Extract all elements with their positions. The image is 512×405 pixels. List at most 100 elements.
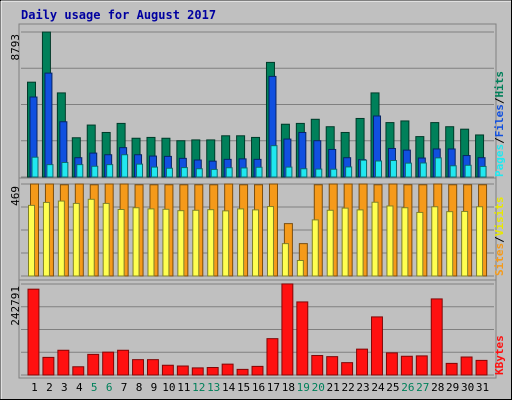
bar-pages-day-4 [76, 164, 84, 178]
bar-pages-day-22 [345, 166, 353, 178]
x-tick-label-day-17: 17 [267, 381, 280, 394]
bar-sites-day-4 [72, 202, 80, 277]
bar-pages-day-9 [150, 166, 158, 178]
bar-sites-day-25 [386, 205, 394, 277]
legend-hits: Hits [493, 71, 506, 98]
x-tick-label-day-30: 30 [461, 381, 474, 394]
bar-pages-day-6 [106, 164, 114, 178]
legend-kbytes: KBytes [493, 335, 506, 375]
bar-kbytes-day-26 [400, 355, 413, 376]
legend-visits: Visits [493, 197, 506, 237]
bar-sites-day-15 [237, 208, 245, 277]
bar-pages-day-20 [315, 168, 323, 178]
bar-kbytes-day-16 [251, 365, 264, 376]
bar-kbytes-day-6 [102, 351, 115, 376]
bar-kbytes-day-18 [281, 283, 294, 376]
bar-kbytes-day-13 [206, 367, 219, 376]
x-tick-label-day-31: 31 [476, 381, 489, 394]
bar-kbytes-day-9 [146, 359, 159, 376]
x-tick-label-day-24: 24 [371, 381, 385, 394]
x-tick-label-day-10: 10 [162, 381, 175, 394]
bar-pages-day-28 [434, 157, 442, 178]
x-tick-label-day-5: 5 [91, 381, 98, 394]
bar-pages-day-12 [195, 168, 203, 178]
x-tick-label-day-26: 26 [401, 381, 414, 394]
bar-pages-day-26 [404, 162, 412, 178]
bar-pages-day-25 [389, 160, 397, 178]
bar-sites-day-21 [326, 209, 334, 277]
bar-pages-day-31 [479, 165, 487, 178]
bar-pages-day-30 [464, 164, 472, 178]
bar-sites-day-31 [476, 206, 484, 277]
bar-pages-day-3 [61, 161, 69, 178]
bar-sites-day-11 [177, 210, 185, 277]
x-tick-label-day-22: 22 [341, 381, 354, 394]
panel-3-legend: KBytes [493, 335, 506, 375]
x-tick-label-day-27: 27 [416, 381, 429, 394]
bar-kbytes-day-1 [27, 288, 40, 376]
bar-pages-day-8 [136, 163, 144, 178]
x-tick-label-day-16: 16 [252, 381, 265, 394]
bar-pages-day-19 [300, 168, 308, 178]
legend-sites: Sites [493, 243, 506, 276]
x-tick-label-day-19: 19 [297, 381, 310, 394]
bar-sites-day-3 [57, 200, 65, 277]
x-tick-label-day-28: 28 [431, 381, 444, 394]
x-tick-label-day-29: 29 [446, 381, 459, 394]
legend-sep: / [493, 236, 506, 243]
bar-kbytes-day-15 [236, 368, 249, 376]
bar-sites-day-1 [28, 204, 35, 277]
bar-sites-day-16 [252, 209, 260, 277]
bar-kbytes-day-20 [311, 355, 324, 376]
x-tick-label-day-25: 25 [386, 381, 399, 394]
bar-kbytes-day-17 [266, 338, 279, 376]
bar-pages-day-5 [91, 165, 99, 178]
x-tick-label-day-15: 15 [237, 381, 250, 394]
panel-2-ymax-label: 469 [9, 186, 22, 206]
panel-1-ymax-label: 8793 [9, 34, 22, 61]
bar-sites-day-24 [371, 201, 379, 277]
bar-kbytes-day-5 [87, 353, 100, 376]
bar-sites-day-17 [266, 206, 274, 277]
bar-sites-day-12 [192, 209, 200, 277]
bar-kbytes-day-27 [415, 355, 428, 376]
bar-sites-day-8 [132, 207, 140, 277]
panel-3-legend-text: KBytes [493, 335, 506, 375]
chart-title: Daily usage for August 2017 [21, 8, 216, 22]
bar-files-day-2 [44, 72, 53, 178]
bar-kbytes-day-29 [445, 362, 458, 376]
bar-pages-day-10 [165, 167, 173, 178]
bar-pages-day-2 [46, 164, 54, 178]
bar-pages-day-21 [330, 168, 338, 178]
x-tick-label-day-11: 11 [177, 381, 190, 394]
legend-sep: / [493, 137, 506, 144]
x-tick-label-day-4: 4 [76, 381, 83, 394]
bar-pages-day-23 [360, 159, 368, 178]
bar-kbytes-day-7 [117, 349, 130, 376]
bar-kbytes-day-2 [42, 356, 55, 376]
bar-pages-day-14 [225, 167, 233, 178]
bar-kbytes-day-25 [385, 352, 398, 376]
x-tick-label-day-1: 1 [31, 381, 38, 394]
bar-sites-day-28 [431, 206, 439, 277]
bar-pages-day-7 [121, 154, 129, 178]
x-tick-label-day-7: 7 [121, 381, 128, 394]
bar-sites-day-30 [461, 210, 469, 277]
bar-kbytes-day-24 [371, 316, 383, 376]
bar-sites-day-18 [281, 243, 289, 277]
legend-sep: / [493, 97, 506, 104]
bar-kbytes-day-8 [132, 359, 144, 376]
bar-sites-day-5 [87, 198, 95, 277]
panel-2-legend-text: Sites/Visits [493, 197, 506, 277]
bar-kbytes-day-14 [221, 363, 234, 376]
bar-pages-day-24 [375, 160, 383, 178]
x-tick-label-day-8: 8 [136, 381, 143, 394]
panel-3-ymax-label: 242791 [9, 286, 22, 326]
legend-files: Files [493, 104, 506, 137]
x-tick-label-day-21: 21 [327, 381, 340, 394]
x-tick-label-day-2: 2 [46, 381, 53, 394]
x-tick-label-day-18: 18 [282, 381, 295, 394]
bar-sites-day-6 [102, 202, 110, 277]
